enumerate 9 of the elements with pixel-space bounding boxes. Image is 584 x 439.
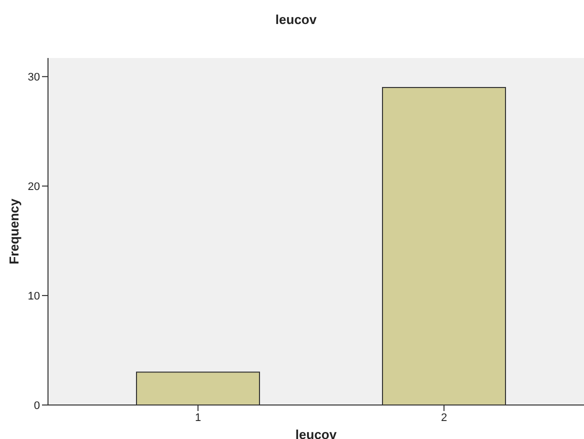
chart-title: leucov: [274, 12, 318, 27]
x-tick-label: 1: [194, 412, 202, 424]
y-tick-label: 20: [28, 180, 40, 193]
y-axis-title: Frequency: [6, 198, 22, 264]
x-tick-label: 2: [440, 412, 448, 424]
y-tick-label: 30: [28, 72, 40, 84]
y-tick-label: 0: [34, 400, 40, 412]
x-axis-title: leucov: [295, 427, 338, 439]
y-tick-label: 10: [28, 290, 40, 302]
